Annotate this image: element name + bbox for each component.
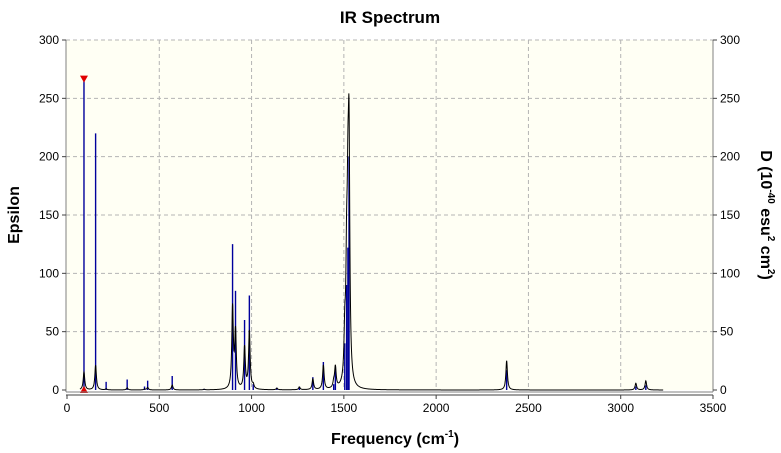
y-tick-label: 100 — [39, 266, 59, 280]
epsilon-curve — [79, 93, 664, 391]
y2-tick-labels: 0 50 100 150 200 250 300 — [720, 33, 740, 397]
y-tick-label: 200 — [39, 150, 59, 164]
y2-tick-label: 100 — [720, 266, 740, 280]
y2-tick-label: 200 — [720, 150, 740, 164]
x-tick-label: 3000 — [607, 401, 634, 415]
y2-tick-label: 250 — [720, 91, 740, 105]
x-tick-label: 1500 — [331, 401, 358, 415]
chart-title: IR Spectrum — [340, 8, 440, 27]
y-axis-label: Epsilon — [6, 186, 23, 244]
axes — [62, 39, 717, 399]
x-tick-label: 0 — [64, 401, 71, 415]
selected-mode-top-marker — [79, 75, 88, 83]
y-tick-label: 300 — [39, 33, 59, 47]
x-tick-labels: 0 500 1000 1500 2000 2500 3000 3500 — [64, 401, 727, 415]
y2-tick-label: 150 — [720, 208, 740, 222]
x-axis-label: Frequency (cm-1) — [331, 429, 459, 448]
x-tick-label: 500 — [149, 401, 169, 415]
x-tick-label: 3500 — [700, 401, 727, 415]
selected-mode-bottom-marker — [79, 386, 88, 393]
selected-mode-markers — [79, 75, 88, 393]
y-tick-label: 250 — [39, 91, 59, 105]
y-tick-label: 150 — [39, 208, 59, 222]
y2-axis-label: D (10-40 esu2 cm2) — [757, 150, 776, 280]
y2-tick-label: 50 — [720, 325, 734, 339]
x-tick-label: 2500 — [515, 401, 542, 415]
grid — [66, 39, 713, 390]
x-tick-label: 2000 — [423, 401, 450, 415]
y-tick-label: 50 — [46, 325, 60, 339]
x-tick-label: 1000 — [238, 401, 265, 415]
y-tick-labels: 0 50 100 150 200 250 300 — [39, 33, 59, 397]
y2-tick-label: 300 — [720, 33, 740, 47]
y2-tick-label: 0 — [720, 383, 727, 397]
y-tick-label: 0 — [52, 383, 59, 397]
